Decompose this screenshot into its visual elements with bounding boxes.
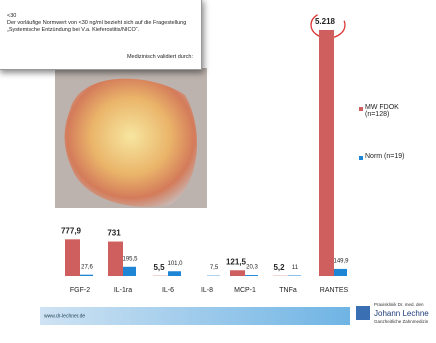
footer-subtitle: Ganzheitliche Zahnmedizin: [374, 319, 429, 324]
bar: [65, 239, 80, 276]
bar: [245, 275, 258, 276]
footer-name: Johann Lechne: [374, 309, 429, 318]
value-label: 777,9: [61, 226, 82, 235]
value-label: 149,9: [333, 259, 349, 265]
x-tick-label: IL-6: [162, 287, 174, 294]
popup-threshold: <30: [7, 13, 17, 19]
x-tick-label: IL-8: [201, 287, 213, 294]
value-label: 101,0: [167, 261, 183, 267]
footer-bar: [40, 307, 350, 325]
value-label: 121,5: [226, 257, 247, 266]
value-label: 27,6: [81, 264, 93, 270]
bar: [123, 266, 136, 276]
footer-url: www.dr-lechner.de: [44, 313, 85, 319]
popup-validated: Medizinisch validiert durch:: [126, 54, 193, 60]
x-tick-label: RANTES: [320, 287, 349, 294]
value-label: 5,5: [153, 263, 165, 272]
tooltip-popup: <30 Der vorläufige Normwert von <30 ng/m…: [0, 0, 202, 70]
bar: [288, 275, 301, 276]
bar: [168, 271, 181, 276]
footer-clinic: Praxisklinik Dr. med. den: [374, 302, 424, 307]
legend-item: Norm (n=19): [359, 153, 425, 160]
legend-label: Norm (n=19): [365, 153, 405, 160]
bar: [319, 30, 334, 276]
x-tick-label: TNFa: [279, 287, 297, 294]
logo-icon: [356, 306, 370, 320]
value-label: 5,2: [273, 263, 285, 272]
value-label: 7,5: [210, 265, 219, 271]
value-label: 731: [107, 229, 121, 238]
bar: [108, 241, 123, 276]
legend-swatch: [359, 107, 363, 111]
legend-label: MW FDOK (n=128): [365, 104, 399, 118]
value-label: 195,5: [122, 256, 138, 262]
x-tick-label: FGF-2: [70, 287, 90, 294]
value-label: 20,3: [246, 265, 258, 271]
x-tick-label: MCP-1: [234, 287, 256, 294]
value-label: 11: [292, 265, 299, 271]
x-tick-label: IL-1ra: [114, 287, 132, 294]
bar: [334, 268, 347, 276]
popup-note: Der vorläufige Normwert von <30 ng/ml be…: [7, 20, 187, 33]
legend-swatch: [359, 156, 363, 160]
tissue-photo: [64, 78, 197, 207]
value-label: 5.218: [315, 17, 336, 26]
bar: [80, 274, 93, 276]
bar: [230, 270, 245, 276]
legend-item: MW FDOK (n=128): [359, 104, 425, 118]
